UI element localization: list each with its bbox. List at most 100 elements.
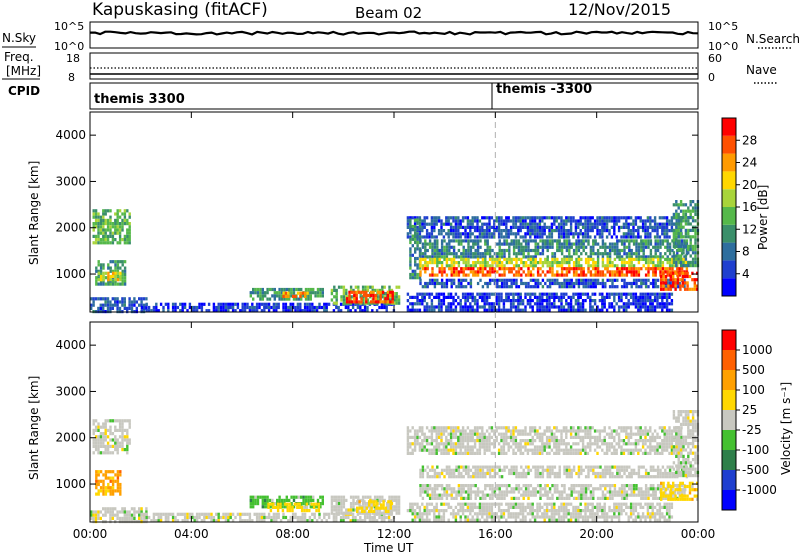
velocity-cell-8 (493, 442, 496, 446)
power-cell-3 (116, 300, 119, 304)
velocity-cell-8 (524, 439, 527, 443)
power-cell-10 (416, 221, 419, 225)
power-cell-11 (642, 252, 645, 256)
velocity-cell-5 (296, 505, 299, 509)
power-cell-17 (605, 295, 609, 299)
velocity-cell-8 (665, 432, 669, 436)
power-cell-8 (362, 293, 366, 298)
power-cell-11 (476, 242, 480, 246)
power-cell-5 (268, 287, 272, 292)
power-cell-8 (374, 297, 378, 301)
power-cell-16 (675, 228, 678, 232)
power-cell-16 (677, 225, 680, 229)
power-cell-9 (560, 225, 563, 229)
power-cell-13 (654, 273, 657, 277)
power-cell-17 (428, 305, 431, 309)
power-cell-4 (198, 305, 201, 310)
velocity-cell-8 (565, 432, 568, 436)
velocity-cell-8 (449, 426, 453, 430)
power-cell-14 (421, 285, 425, 289)
power-cell-14 (517, 285, 521, 289)
power-cell-9 (409, 216, 412, 220)
power-cell-9 (601, 216, 604, 220)
velocity-cell-8 (437, 448, 441, 452)
power-cell-0 (102, 241, 105, 245)
power-cell-9 (622, 222, 626, 226)
power-cell-4 (306, 305, 309, 310)
power-cell-5 (290, 294, 293, 298)
power-cell-11 (572, 248, 576, 253)
power-cell-11 (520, 245, 523, 249)
power-cell-9 (663, 222, 666, 226)
power-cell-9 (497, 216, 501, 220)
power-cell-14 (450, 278, 453, 282)
power-cell-13 (496, 270, 499, 274)
power-cell-13 (620, 273, 624, 277)
power-cell-11 (517, 252, 521, 256)
power-cell-9 (617, 219, 621, 223)
velocity-cell-8 (541, 445, 544, 449)
power-cell-9 (634, 219, 638, 223)
velocity-cell-1 (111, 482, 115, 487)
power-cell-14 (601, 281, 605, 286)
power-cell-17 (560, 299, 563, 303)
power-cell-9 (502, 229, 506, 233)
power-cell-4 (246, 302, 249, 306)
power-cell-12 (546, 257, 549, 261)
power-cell-17 (653, 295, 657, 299)
power-cell-16 (689, 260, 692, 264)
velocity-cell-8 (574, 429, 578, 433)
power-cell-3 (133, 303, 136, 307)
power-cell-17 (497, 308, 501, 312)
power-cell-0 (102, 225, 105, 229)
power-cell-13 (635, 270, 638, 274)
power-cell-9 (452, 235, 455, 239)
velocity-cell-4 (249, 495, 252, 499)
velocity-cell-5 (279, 502, 282, 506)
velocity-cell-3 (159, 512, 163, 516)
power-cell-17 (632, 302, 635, 306)
velocity-cell-8 (497, 442, 501, 446)
power-cell-17 (449, 302, 453, 306)
power-cell-12 (587, 264, 590, 268)
power-cell-7 (335, 292, 338, 296)
power-cell-4 (385, 305, 388, 310)
power-cell-0 (114, 228, 117, 232)
power-cell-16 (679, 232, 683, 236)
velocity-cell-8 (425, 426, 429, 430)
power-cell-11 (534, 242, 537, 246)
power-cell-4 (287, 309, 290, 313)
velocity-cell-6 (359, 511, 362, 515)
power-cell-17 (644, 295, 647, 299)
power-cell-16 (682, 225, 685, 229)
power-cell-12 (568, 261, 571, 265)
velocity-cell-8 (449, 435, 453, 439)
power-cell-7 (349, 288, 353, 292)
power-cell-16 (684, 222, 688, 226)
power-cell-9 (435, 216, 438, 220)
velocity-cell-6 (373, 505, 377, 509)
power-cell-14 (625, 285, 629, 289)
power-cell-13 (565, 273, 569, 277)
power-cell-12 (486, 261, 489, 265)
power-cell-17 (591, 305, 594, 309)
power-cell-11 (580, 239, 583, 243)
velocity-cell-3 (164, 515, 168, 520)
power-cell-4 (188, 305, 192, 310)
power-cell-15 (686, 274, 689, 279)
power-cell-4 (219, 302, 223, 306)
power-cell-13 (608, 273, 612, 277)
velocity-cell-8 (620, 451, 623, 455)
velocity-cell-8 (421, 426, 424, 430)
power-cell-4 (155, 302, 158, 306)
velocity-cell-7 (389, 500, 392, 504)
velocity-cell-8 (613, 445, 616, 449)
power-cell-9 (569, 219, 573, 223)
power-cell-10 (416, 263, 419, 267)
velocity-cell-2 (126, 513, 129, 517)
power-cell-2 (114, 274, 117, 279)
power-cell-9 (565, 216, 568, 220)
power-cell-17 (461, 308, 465, 312)
power-cell-9 (488, 222, 491, 226)
power-cell-13 (517, 273, 521, 277)
